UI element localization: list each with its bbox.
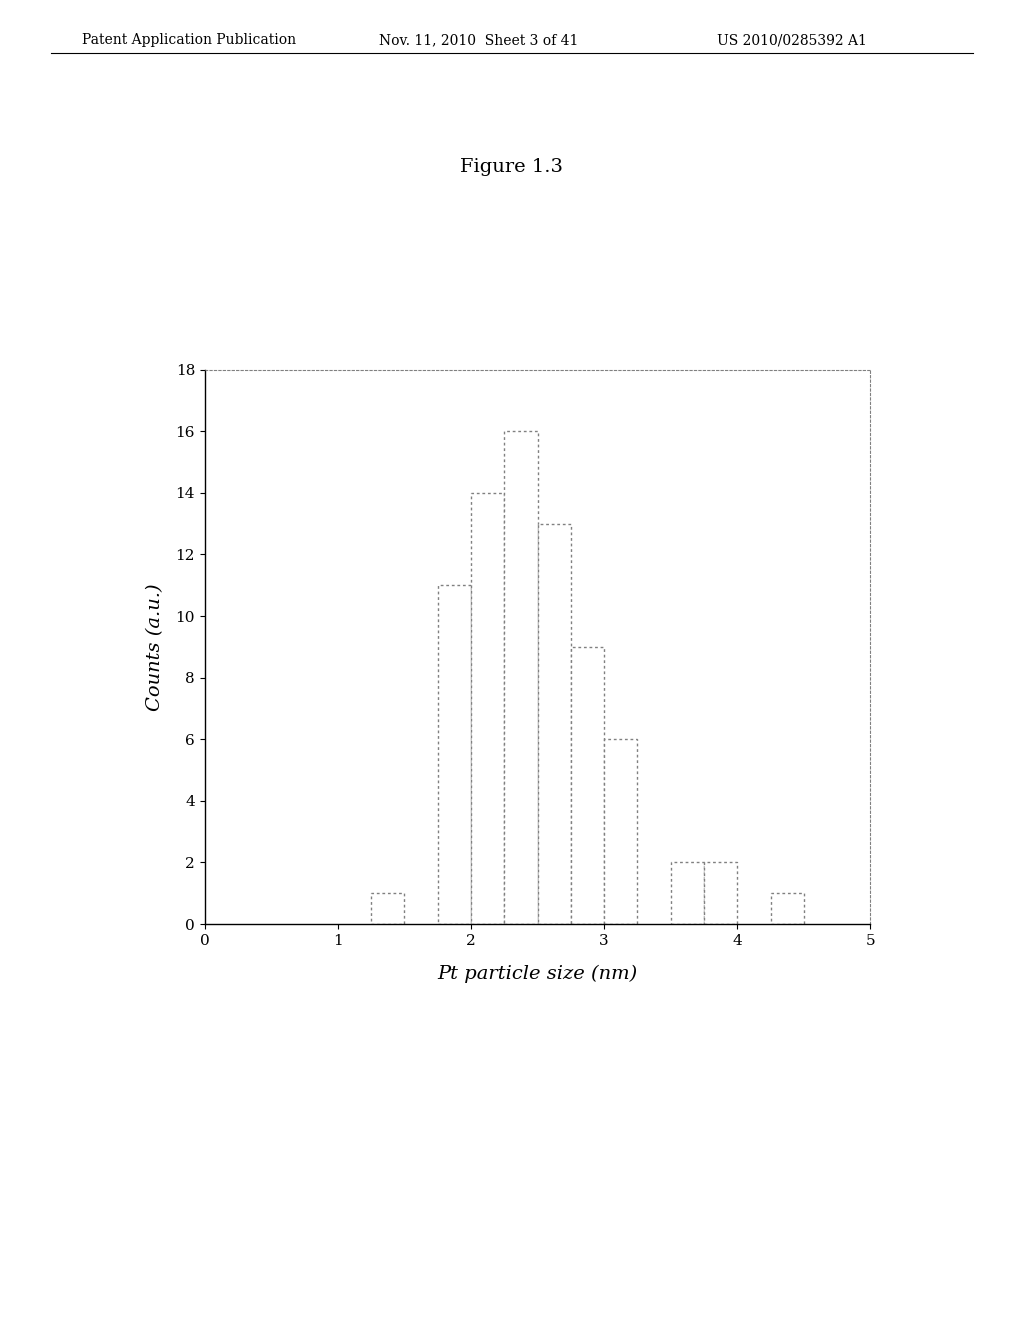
Bar xyxy=(671,862,705,924)
Bar xyxy=(438,585,471,924)
Bar xyxy=(604,739,637,924)
Text: Figure 1.3: Figure 1.3 xyxy=(461,158,563,177)
Bar xyxy=(571,647,604,924)
Text: US 2010/0285392 A1: US 2010/0285392 A1 xyxy=(717,33,866,48)
Bar xyxy=(372,894,404,924)
Text: Nov. 11, 2010  Sheet 3 of 41: Nov. 11, 2010 Sheet 3 of 41 xyxy=(379,33,579,48)
Text: Patent Application Publication: Patent Application Publication xyxy=(82,33,296,48)
Bar xyxy=(505,432,538,924)
Bar xyxy=(471,492,505,924)
X-axis label: Pt particle size (nm): Pt particle size (nm) xyxy=(437,965,638,982)
Bar xyxy=(705,862,737,924)
Bar xyxy=(538,524,571,924)
Bar xyxy=(771,894,804,924)
Y-axis label: Counts (a.u.): Counts (a.u.) xyxy=(146,583,165,710)
